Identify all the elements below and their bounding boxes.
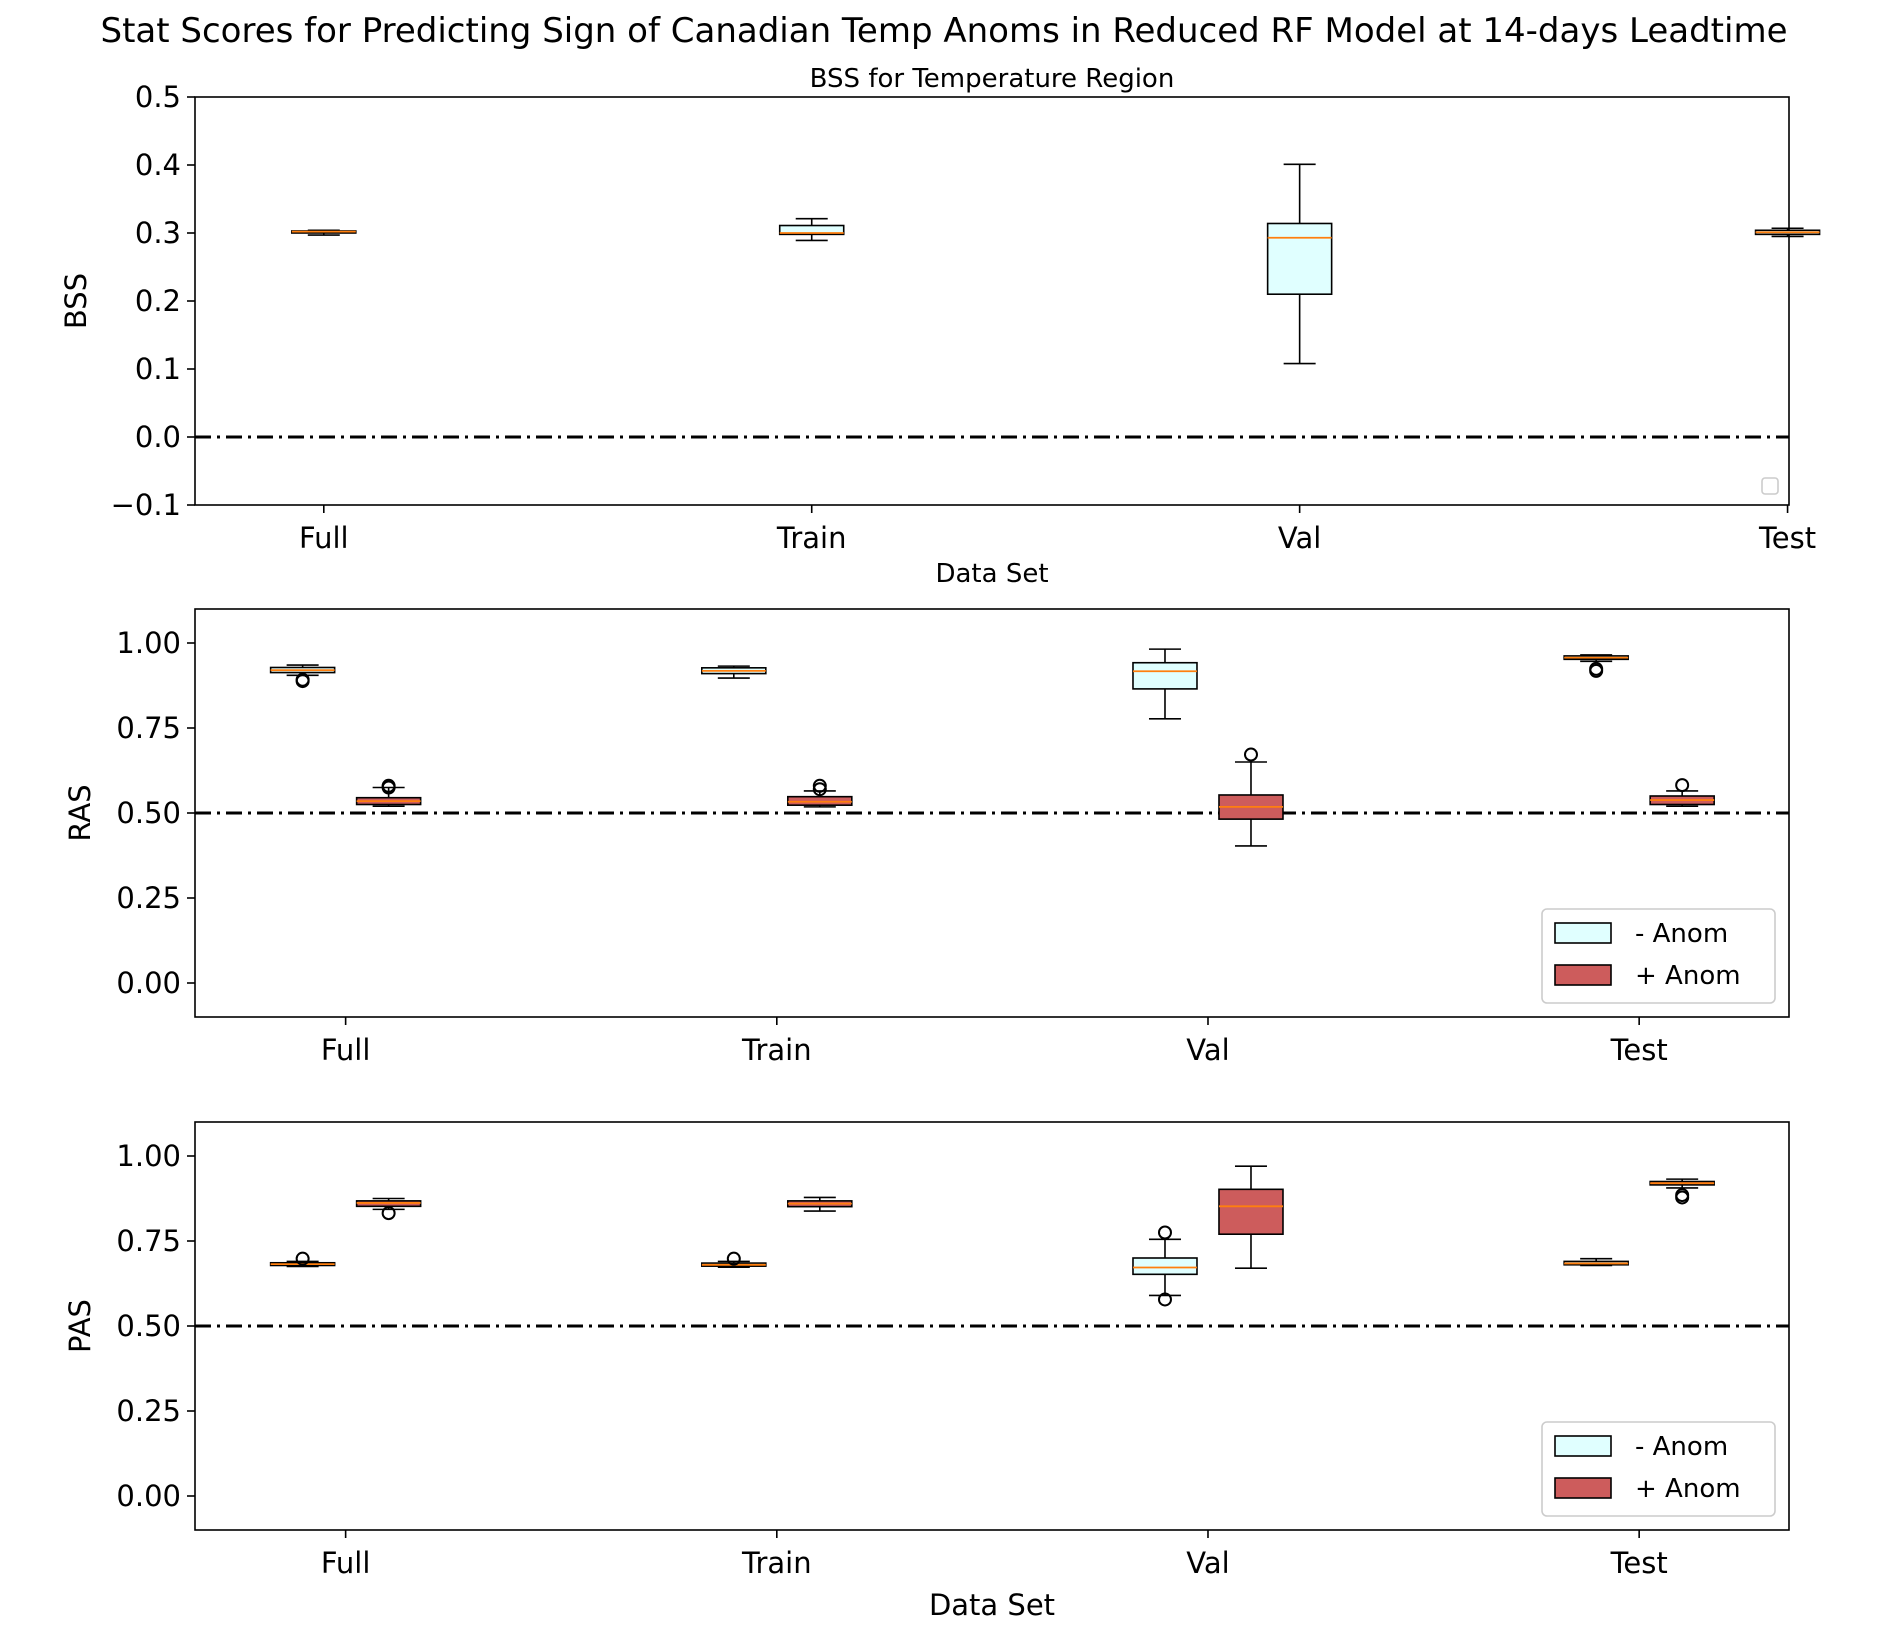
box-val-pos-anom bbox=[1218, 1165, 1284, 1269]
box-train-pos-anom bbox=[787, 1196, 853, 1212]
box-train-pos-anom bbox=[787, 778, 853, 808]
box-val-pos-anom bbox=[1218, 747, 1284, 847]
legend-entry-label: - Anom bbox=[1635, 919, 1728, 949]
y-tick-label: 1.00 bbox=[116, 1139, 181, 1173]
y-tick-label: 0.50 bbox=[116, 796, 181, 830]
y-tick-label: 0.25 bbox=[116, 1394, 181, 1428]
legend-entry-label: + Anom bbox=[1635, 961, 1741, 991]
panel-bss: −0.1 0.0 0.1 0.2 0.3 0.4 0.5 BSS BSS for Tempera… bbox=[59, 64, 1821, 589]
flier-point bbox=[1589, 663, 1604, 678]
y-tick-label: 0.5 bbox=[135, 80, 181, 114]
flier-point bbox=[726, 1251, 741, 1266]
legend-swatch-neg-anom bbox=[1554, 922, 1612, 944]
y-tick-label: 1.00 bbox=[116, 626, 181, 660]
iqr-box bbox=[1132, 1257, 1198, 1276]
x-tick-label: Test bbox=[1610, 1033, 1668, 1067]
legend: - Anom + Anom bbox=[1541, 1421, 1776, 1517]
x-tick-label: Train bbox=[776, 521, 847, 555]
flier-point bbox=[1157, 1225, 1172, 1240]
box-test-neg-anom bbox=[1563, 654, 1629, 678]
y-tick-label: 0.4 bbox=[135, 148, 181, 182]
box-test-pos-anom bbox=[1649, 778, 1715, 808]
panel-pas: 0.00 0.25 0.50 0.75 1.00 PAS Full Train Val Test D… bbox=[63, 1121, 1790, 1622]
y-axis-label: RAS bbox=[63, 784, 97, 841]
box-val bbox=[1266, 163, 1333, 365]
box-test-pos-anom bbox=[1649, 1178, 1715, 1205]
legend-swatch-pos-anom bbox=[1554, 964, 1612, 986]
flier-point bbox=[1243, 747, 1258, 762]
box-full-pos-anom bbox=[355, 1197, 422, 1221]
x-tick-label: Val bbox=[1186, 1033, 1229, 1067]
legend-entry-label: - Anom bbox=[1635, 1432, 1728, 1462]
x-tick-label: Val bbox=[1186, 1546, 1229, 1580]
box-val-neg-anom bbox=[1132, 648, 1198, 720]
box-full-pos-anom bbox=[355, 778, 422, 808]
flier-point bbox=[1675, 778, 1690, 793]
y-tick-label: −0.1 bbox=[111, 488, 181, 522]
panel-ras: 0.00 0.25 0.50 0.75 1.00 RAS Full Train Val Test -… bbox=[63, 608, 1790, 1067]
y-tick-label: 0.00 bbox=[116, 1479, 181, 1513]
flier-point bbox=[1675, 1190, 1690, 1205]
y-tick-label: 0.25 bbox=[116, 881, 181, 915]
flier-point bbox=[812, 782, 827, 797]
y-tick-label: 0.75 bbox=[116, 1224, 181, 1258]
flier-point bbox=[381, 1206, 396, 1221]
legend-swatch-pos-anom bbox=[1554, 1477, 1612, 1499]
box-full bbox=[290, 229, 357, 236]
y-tick-label: 0.1 bbox=[135, 352, 181, 386]
x-tick-label: Full bbox=[321, 1033, 371, 1067]
y-tick-label: 0.2 bbox=[135, 284, 181, 318]
panel-title: BSS for Temperature Region bbox=[810, 64, 1175, 94]
box-full-neg-anom bbox=[269, 664, 336, 689]
flier-point bbox=[295, 1251, 310, 1266]
x-tick-label: Full bbox=[321, 1546, 371, 1580]
iqr-box bbox=[778, 224, 845, 236]
box-val-neg-anom bbox=[1132, 1225, 1198, 1307]
x-axis-label: Data Set bbox=[929, 1588, 1055, 1622]
x-tick-label: Val bbox=[1278, 521, 1321, 555]
box-train-neg-anom bbox=[701, 665, 767, 679]
x-tick-label: Train bbox=[741, 1546, 812, 1580]
iqr-box bbox=[1266, 222, 1333, 295]
box-train-neg-anom bbox=[701, 1251, 767, 1268]
figure-suptitle: Stat Scores for Predicting Sign of Canad… bbox=[101, 11, 1788, 51]
y-tick-label: 0.50 bbox=[116, 1309, 181, 1343]
x-tick-label: Full bbox=[299, 521, 349, 555]
flier-point bbox=[295, 674, 310, 689]
box-full-neg-anom bbox=[269, 1251, 336, 1268]
x-tick-label: Train bbox=[741, 1033, 812, 1067]
y-tick-label: 0.3 bbox=[135, 216, 181, 250]
legend-empty bbox=[1761, 477, 1779, 495]
x-axis-label: Data Set bbox=[935, 559, 1048, 589]
box-train bbox=[778, 217, 845, 242]
flier-point bbox=[1157, 1292, 1172, 1307]
legend: - Anom + Anom bbox=[1541, 908, 1776, 1004]
legend-swatch-neg-anom bbox=[1554, 1435, 1612, 1457]
iqr-box bbox=[1132, 661, 1198, 690]
legend-entry-label: + Anom bbox=[1635, 1474, 1741, 1504]
y-axis-label: PAS bbox=[63, 1299, 97, 1353]
y-tick-label: 0.0 bbox=[135, 420, 181, 454]
iqr-box bbox=[1218, 1188, 1284, 1235]
y-axis-label: BSS bbox=[59, 273, 93, 329]
box-test bbox=[1754, 227, 1821, 238]
box-test-neg-anom bbox=[1563, 1257, 1629, 1267]
y-tick-label: 0.75 bbox=[116, 711, 181, 745]
chart-panels: −0.1 0.0 0.1 0.2 0.3 0.4 0.5 BSS BSS for Tempera… bbox=[59, 64, 1821, 1622]
x-tick-label: Test bbox=[1758, 521, 1816, 555]
x-tick-label: Test bbox=[1610, 1546, 1668, 1580]
y-tick-label: 0.00 bbox=[116, 966, 181, 1000]
flier-point bbox=[381, 780, 396, 795]
